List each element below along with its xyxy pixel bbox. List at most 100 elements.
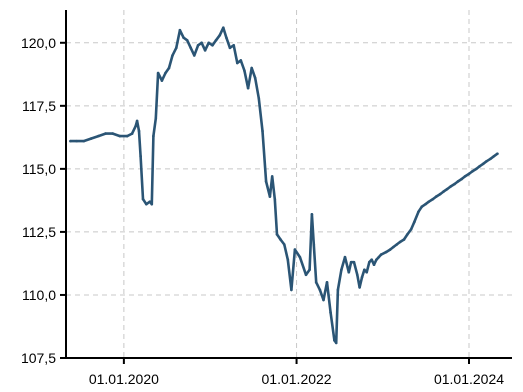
data-point: [312, 243, 316, 246]
data-point: [496, 152, 499, 156]
data-point: [420, 205, 424, 208]
data-point: [334, 341, 338, 345]
data-point: [232, 44, 236, 47]
data-point: [481, 162, 485, 166]
data-point: [355, 273, 359, 277]
data-point: [392, 245, 395, 249]
data-point: [413, 220, 416, 224]
data-point: [453, 182, 456, 186]
data-point: [475, 167, 478, 171]
data-point: [424, 202, 427, 206]
data-point: [298, 255, 302, 259]
data-point: [268, 195, 272, 198]
data-point: [409, 228, 413, 231]
data-point: [214, 38, 218, 42]
data-point: [388, 248, 392, 251]
data-point: [257, 96, 261, 100]
data-point: [375, 258, 378, 261]
data-point: [406, 233, 409, 236]
data-point: [293, 248, 297, 251]
data-point: [130, 132, 134, 135]
data-point: [438, 192, 442, 196]
data-point: [336, 288, 340, 292]
data-point: [203, 49, 207, 52]
y-tick-label: 110,0: [22, 287, 56, 303]
data-point: [347, 270, 351, 274]
data-point: [261, 129, 264, 133]
data-point: [104, 132, 107, 135]
data-point: [384, 250, 388, 254]
data-point: [185, 38, 189, 42]
data-point: [152, 134, 155, 138]
data-point: [235, 61, 239, 65]
gridlines: [66, 10, 512, 359]
data-point: [154, 117, 158, 120]
data-point: [360, 276, 364, 279]
x-tick-label: 01.01.2022: [262, 371, 332, 387]
x-tick-label: 01.01.2024: [434, 371, 504, 387]
data-point: [343, 255, 347, 259]
data-point: [329, 311, 332, 314]
data-point: [340, 268, 343, 272]
data-point: [449, 185, 452, 188]
data-point: [253, 76, 257, 80]
y-tick-label: 117,5: [22, 98, 56, 114]
data-point: [279, 238, 282, 241]
data-point: [275, 233, 279, 236]
data-point: [349, 260, 353, 264]
data-point: [137, 129, 141, 133]
data-point: [125, 134, 129, 138]
data-point: [417, 210, 420, 214]
data-point: [370, 258, 373, 261]
data-point: [150, 202, 154, 206]
data-point: [246, 86, 250, 90]
data-point: [325, 281, 329, 284]
x-tick-label: 01.01.2020: [89, 371, 159, 387]
data-point: [69, 139, 72, 143]
data-point: [192, 54, 196, 57]
data-point: [211, 44, 214, 47]
data-point: [463, 175, 467, 178]
data-point: [264, 180, 268, 183]
data-point: [196, 44, 200, 47]
data-point: [164, 71, 167, 75]
data-point: [322, 298, 325, 302]
data-point: [111, 132, 115, 135]
data-point: [489, 157, 492, 161]
data-point: [402, 238, 406, 241]
data-point: [471, 170, 474, 173]
data-point: [118, 134, 122, 138]
data-point: [485, 160, 488, 163]
data-point: [273, 197, 277, 201]
data-point: [250, 66, 253, 70]
data-point: [207, 41, 210, 45]
data-point: [189, 46, 193, 50]
data-point: [225, 36, 228, 40]
data-point: [377, 255, 381, 259]
data-point: [363, 268, 366, 272]
data-point: [467, 172, 471, 176]
data-point: [310, 212, 314, 216]
data-point: [427, 200, 431, 203]
x-ticks: 01.01.2020 01.01.2022 01.01.2024: [89, 358, 504, 387]
data-point: [308, 268, 311, 272]
data-point: [175, 46, 178, 50]
data-point: [372, 263, 376, 266]
data-point: [365, 270, 369, 274]
data-point: [75, 139, 78, 143]
data-point: [139, 154, 142, 158]
data-point: [156, 71, 160, 75]
data-point: [290, 288, 293, 292]
data-point: [148, 200, 152, 203]
data-point: [167, 66, 171, 70]
data-point: [442, 190, 445, 193]
data-point: [145, 202, 148, 206]
data-point: [200, 41, 203, 45]
y-ticks: 107,5 110,0 112,5 115,0 117,5 120,0: [21, 35, 66, 366]
data-point: [460, 177, 463, 181]
data-point: [218, 33, 222, 37]
data-point: [286, 258, 290, 261]
data-point: [368, 260, 371, 264]
